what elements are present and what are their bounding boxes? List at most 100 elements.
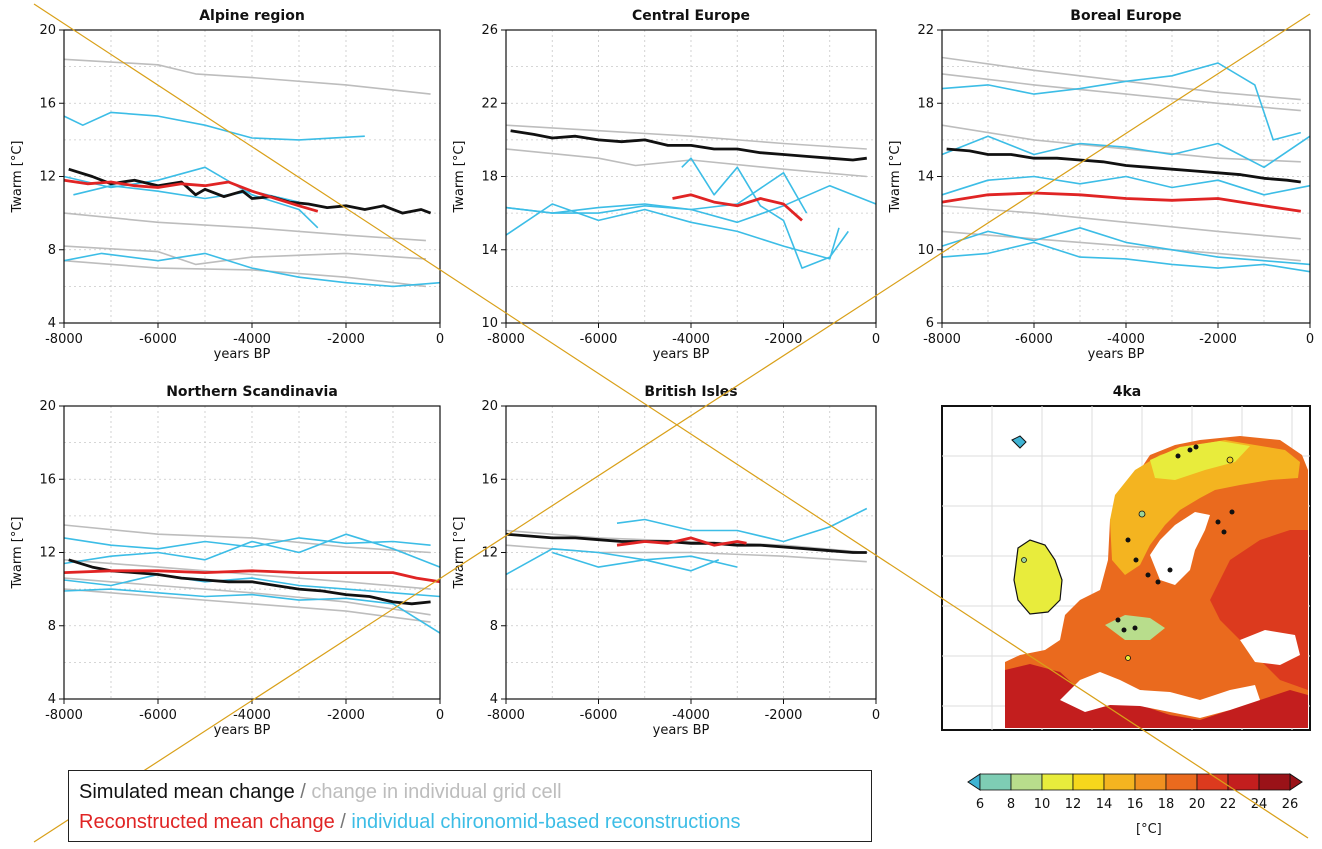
series-simulated-mean-line: [68, 558, 431, 606]
x-tick-label: -6000: [580, 332, 618, 347]
colorbar-swatch: [1134, 773, 1167, 791]
colorbar-low-arrow: [967, 773, 981, 791]
y-tick-label: 14: [917, 170, 934, 185]
x-tick-label: -6000: [139, 332, 177, 347]
colorbar-swatch: [1041, 773, 1074, 791]
series-reconstructed-mean-line: [941, 191, 1302, 213]
x-tick-label: -4000: [672, 708, 710, 723]
colorbar-swatch: [979, 773, 1012, 791]
series-chironomid-line: [505, 548, 738, 576]
y-tick-label: 4: [490, 692, 498, 707]
series-grid-cell-line: [505, 148, 867, 178]
x-tick-label: -8000: [923, 332, 961, 347]
y-tick-label: 18: [481, 170, 498, 185]
x-axis-label: years BP: [214, 723, 271, 738]
series-chironomid-line: [505, 203, 840, 260]
map-south-europe: [1005, 664, 1308, 728]
y-tick-label: 8: [48, 243, 56, 258]
colorbar-swatch: [1227, 773, 1260, 791]
colorbar-tick-label: 6: [976, 797, 984, 812]
x-tick-label: -6000: [580, 708, 618, 723]
series-grid-cell-line: [505, 124, 867, 150]
colorbar-swatch: [1010, 773, 1043, 791]
y-tick-label: 12: [39, 170, 56, 185]
y-tick-label: 12: [39, 546, 56, 561]
colorbar-swatch: [1072, 773, 1105, 791]
colorbar-tick-label: 10: [1034, 797, 1051, 812]
x-tick-label: -2000: [765, 332, 803, 347]
overlay-line-diagonal-up: [33, 13, 1311, 843]
series-grid-cell-line: [63, 58, 431, 95]
legend-grid-cell: change in individual grid cell: [311, 781, 562, 803]
series-grid-cell-line: [63, 212, 426, 242]
x-tick-label: -8000: [487, 708, 525, 723]
colorbar-swatch: [1103, 773, 1136, 791]
y-tick-label: 14: [481, 243, 498, 258]
series-grid-cell-line: [505, 529, 867, 554]
y-tick-label: 26: [481, 23, 498, 38]
chart-title-british-isles: British Isles: [644, 384, 737, 400]
series-reconstructed-mean-line: [63, 569, 441, 584]
series-chironomid-line: [941, 135, 1311, 169]
x-tick-label: -4000: [233, 332, 271, 347]
series-chironomid-line: [63, 252, 441, 288]
x-tick-label: 0: [1306, 332, 1314, 347]
chart-alpine-region: Alpine region -8000 -6000 -4000 -2000 0 4 8 12 16…: [10, 8, 444, 362]
y-tick-label: 10: [481, 316, 498, 331]
series-simulated-mean-line: [505, 532, 867, 554]
colorbar-unit: [°C]: [1136, 822, 1162, 837]
legend-chironomid: individual chironomid-based reconstructi…: [351, 811, 741, 833]
chart-title-central-europe: Central Europe: [632, 8, 750, 24]
x-tick-label: -8000: [487, 332, 525, 347]
y-tick-label: 22: [917, 23, 934, 38]
x-tick-label: -2000: [765, 708, 803, 723]
legend-separator-1: /: [294, 781, 312, 803]
chart-british-isles: British Isles -8000 -6000 -4000 -2000 0 4 8 12 16…: [452, 384, 880, 738]
series-chironomid-line: [63, 537, 431, 550]
y-tick-label: 4: [48, 692, 56, 707]
legend-simulated-mean: Simulated mean change: [79, 781, 295, 803]
colorbar-tick-label: 18: [1158, 797, 1175, 812]
y-axis-label: Twarm [°C]: [452, 140, 467, 213]
series-grid-cell-line: [63, 245, 426, 266]
series-grid-cell-line: [63, 559, 431, 590]
x-axis-label: years BP: [214, 347, 271, 362]
map-panel: 4ka: [941, 384, 1311, 731]
overlay-line-diagonal-down: [33, 3, 1309, 839]
series-grid-cell-line: [941, 124, 1301, 163]
series-grid-cell-line: [941, 230, 1301, 262]
series-chironomid-line: [941, 175, 1311, 196]
x-tick-label: -2000: [1199, 332, 1237, 347]
y-tick-label: 6: [926, 316, 934, 331]
x-tick-label: -8000: [45, 332, 83, 347]
series-grid-cell-line: [63, 259, 426, 288]
y-axis-label: Twarm [°C]: [452, 516, 467, 589]
colorbar-high-arrow: [1289, 773, 1303, 791]
y-tick-label: 16: [39, 472, 56, 487]
x-axis-label: years BP: [1088, 347, 1145, 362]
series-simulated-mean-line: [946, 147, 1301, 184]
chart-title-northern-scandinavia: Northern Scandinavia: [166, 384, 338, 400]
x-tick-label: -2000: [327, 332, 365, 347]
series-grid-cell-line: [941, 205, 1301, 240]
x-tick-label: -4000: [672, 332, 710, 347]
x-axis-label: years BP: [653, 347, 710, 362]
x-tick-label: 0: [436, 708, 444, 723]
chart-title-alpine-region: Alpine region: [199, 8, 305, 24]
series-chironomid-line: [941, 62, 1302, 141]
series-chironomid-line: [63, 573, 441, 598]
x-tick-label: 0: [872, 708, 880, 723]
y-axis-label: Twarm [°C]: [10, 516, 25, 589]
series-chironomid-line: [941, 227, 1311, 266]
map-black-sea: [1240, 630, 1300, 665]
y-axis-label: Twarm [°C]: [10, 140, 25, 213]
legend-box: Simulated mean change / change in indivi…: [68, 770, 872, 842]
series-grid-cell-line: [63, 588, 431, 623]
x-tick-label: -6000: [1015, 332, 1053, 347]
series-chironomid-line: [63, 533, 441, 568]
chart-boreal-europe: Boreal Europe -8000 -6000 -4000 -2000 0 6 10 14 1…: [888, 8, 1314, 362]
y-tick-label: 20: [39, 23, 56, 38]
x-tick-label: -8000: [45, 708, 83, 723]
colorbar-tick-label: 20: [1189, 797, 1206, 812]
